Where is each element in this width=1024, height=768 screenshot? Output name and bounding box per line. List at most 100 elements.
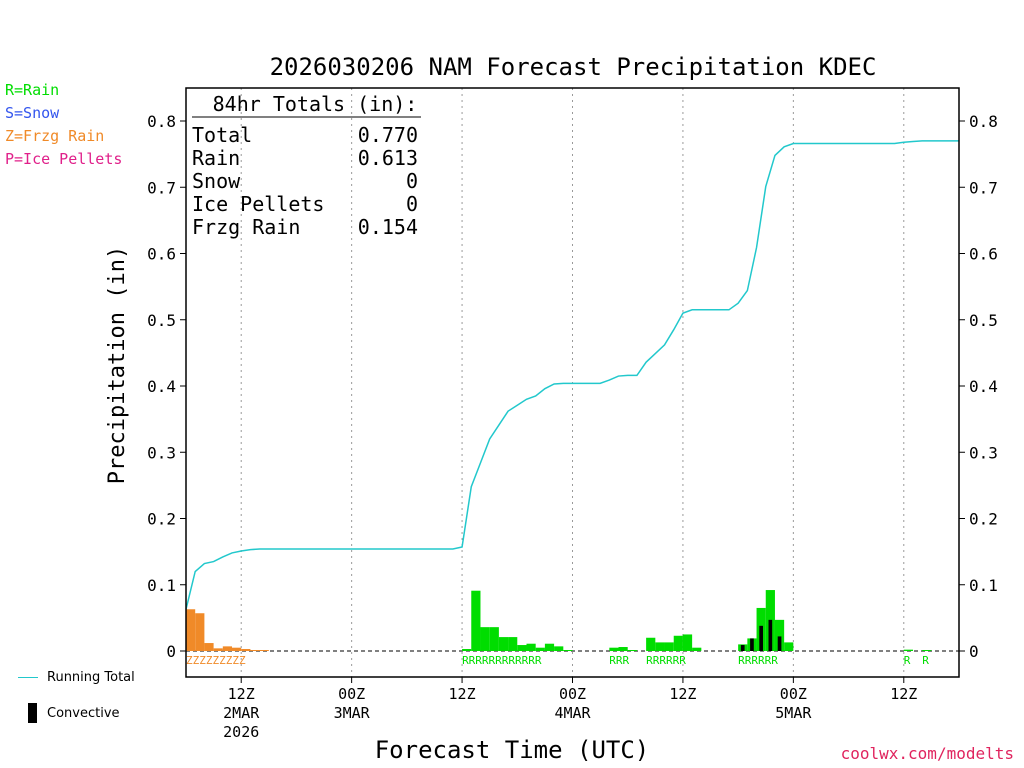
y-tick-label-right: 0.2: [969, 510, 998, 529]
totals-row-label: Ice Pellets: [192, 192, 324, 216]
frzg-rain-bar: [204, 643, 214, 651]
convective-bar: [750, 638, 754, 651]
frzg-rain-bar: [250, 650, 260, 651]
rain-bar: [462, 649, 472, 651]
convective-bar: [759, 625, 763, 651]
y-tick-label-left: 0.8: [147, 112, 176, 131]
rain-bar: [646, 637, 656, 651]
frzg-rain-bar: [213, 648, 223, 651]
frzg-rain-bar: [241, 649, 251, 651]
y-tick-label-right: 0.7: [969, 178, 998, 197]
credit-text: coolwx.com/modelts: [840, 744, 1014, 763]
gridlines: [186, 88, 959, 677]
x-tick-label: 12Z: [228, 685, 255, 703]
chart-title: 2026030206 NAM Forecast Precipitation KD…: [270, 53, 877, 81]
ptype-markers: ZZZZZZZZZ RRRRRRRRRRRR RRR RRRRRR RRRRRR R R: [186, 654, 929, 667]
x-tick-label: 12Z: [669, 685, 696, 703]
totals-row-label: Snow: [192, 169, 241, 193]
rain-bar: [664, 642, 674, 651]
legend-pellets: P=Ice Pellets: [5, 150, 123, 168]
y-tick-label-left: 0: [166, 642, 176, 661]
convective-swatch: [28, 703, 37, 723]
totals-row-value: 0.154: [358, 215, 418, 239]
legend-snow: S=Snow: [5, 104, 60, 122]
rain-bar: [554, 646, 564, 651]
bars-group: [186, 590, 932, 652]
running-total-line: [185, 140, 959, 610]
rain-bar: [903, 649, 913, 651]
rain-bar: [563, 650, 573, 651]
rain-bar: [922, 650, 932, 651]
axes-group: 0 00.1 0.10.2 0.20.3 0.30.4 0.40.5 0.50.6 0.60.…: [147, 87, 998, 741]
y-tick-label-right: 0.3: [969, 443, 998, 462]
rain-bar: [498, 637, 509, 651]
rain-bar: [609, 647, 619, 651]
rain-bar: [480, 627, 490, 651]
y-tick-label-left: 0.1: [147, 576, 176, 595]
y-tick-label-left: 0.2: [147, 510, 176, 529]
frzg-rain-bar: [186, 609, 196, 651]
rain-bar: [655, 642, 665, 651]
x-tick-label: 2026: [223, 723, 259, 741]
x-tick-label: 12Z: [890, 685, 917, 703]
rain-bar: [526, 643, 536, 651]
x-tick-label: 00Z: [559, 685, 586, 703]
convective-bar: [768, 619, 773, 651]
rain-bar: [627, 650, 637, 651]
convective-bar: [777, 636, 782, 651]
totals-row-label: Rain: [192, 146, 240, 170]
y-tick-label-left: 0.7: [147, 178, 176, 197]
totals-title: 84hr Totals (in):: [213, 92, 418, 116]
frzg-rain-bar: [232, 647, 242, 651]
y-tick-label-right: 0.5: [969, 311, 998, 330]
x-tick-label: 3MAR: [334, 704, 371, 722]
ptype-marker: R: [904, 654, 911, 667]
y-tick-label-right: 0.1: [969, 576, 998, 595]
x-tick-label: 00Z: [780, 685, 807, 703]
totals-row-value: 0: [406, 169, 418, 193]
rain-bar: [517, 645, 527, 651]
frzg-rain-bar: [195, 613, 205, 651]
convective-label: Convective: [47, 706, 120, 721]
y-tick-label-right: 0.4: [969, 377, 998, 396]
ptype-marker: RRRRRR: [738, 654, 778, 667]
legend-rain: R=Rain: [5, 81, 60, 99]
y-tick-label-left: 0.6: [147, 245, 176, 264]
totals-row-label: Total: [192, 123, 252, 147]
y-tick-label-left: 0.5: [147, 311, 176, 330]
ptype-marker: RRRRRRRRRRRR: [462, 654, 542, 667]
ptype-marker: RRRRRR: [646, 654, 686, 667]
totals-box: 84hr Totals (in): Total 0.770 Rain 0.613 Snow…: [192, 92, 421, 239]
ptype-marker: ZZZZZZZZZ: [186, 654, 246, 667]
totals-row-label: Frzg Rain: [192, 215, 300, 239]
x-tick-label: 4MAR: [554, 704, 591, 722]
rain-bar: [489, 627, 499, 651]
ptype-marker: RRR: [609, 654, 629, 667]
x-tick-label: 2MAR: [223, 704, 260, 722]
rain-bar: [618, 647, 628, 651]
rain-bar: [692, 647, 702, 651]
rain-bar: [682, 634, 693, 651]
frzg-rain-bar: [222, 646, 233, 651]
y-tick-label-right: 0.6: [969, 245, 998, 264]
y-tick-label-left: 0.3: [147, 443, 176, 462]
running-total-label: Running Total: [47, 670, 135, 685]
y-tick-label-left: 0.4: [147, 377, 176, 396]
legend-frzg: Z=Frzg Rain: [5, 127, 105, 145]
frzg-rain-bar: [259, 650, 269, 651]
y-tick-label-right: 0.8: [969, 112, 998, 131]
y-tick-label-right: 0: [969, 642, 979, 661]
ptype-marker: R: [922, 654, 929, 667]
rain-bar: [774, 619, 785, 651]
running-total-group: [185, 140, 959, 610]
x-tick-label: 00Z: [338, 685, 365, 703]
rain-bar: [535, 647, 545, 651]
rain-bar: [508, 637, 518, 651]
x-tick-label: 5MAR: [775, 704, 812, 722]
x-tick-label: 12Z: [449, 685, 476, 703]
rain-bar: [544, 643, 555, 651]
rain-bar: [673, 635, 683, 651]
totals-row-value: 0: [406, 192, 418, 216]
rain-bar: [784, 642, 794, 651]
